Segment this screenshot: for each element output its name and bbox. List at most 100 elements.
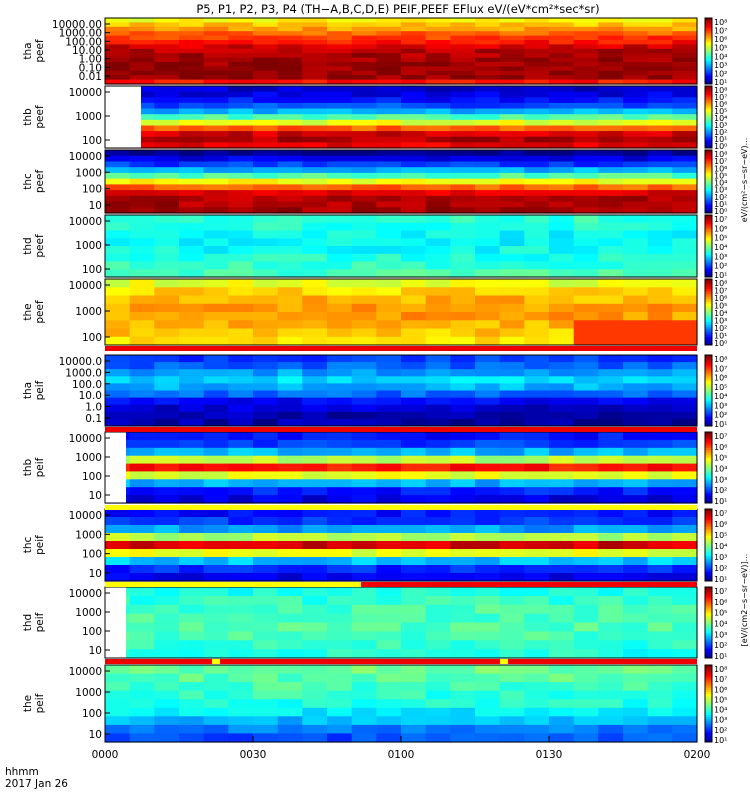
heatmap-cell bbox=[277, 455, 303, 465]
heatmap-cell bbox=[203, 724, 229, 735]
heatmap-cell bbox=[376, 108, 402, 115]
colorbar-swatch bbox=[705, 65, 712, 68]
colorbar-swatch bbox=[705, 601, 712, 604]
heatmap-cell bbox=[475, 62, 501, 67]
heatmap-cell bbox=[376, 455, 402, 465]
colorbar-swatch bbox=[705, 312, 712, 315]
colorbar-swatch bbox=[705, 643, 712, 647]
heatmap-cell bbox=[105, 541, 131, 550]
heatmap-cell bbox=[450, 455, 476, 465]
heatmap-cell bbox=[179, 125, 205, 132]
heatmap-cell bbox=[524, 631, 550, 641]
heatmap-cell bbox=[203, 172, 229, 180]
heatmap-cell bbox=[203, 649, 229, 659]
colorbar-swatch bbox=[705, 381, 712, 384]
heatmap-cell bbox=[672, 336, 698, 346]
heatmap-cell bbox=[376, 66, 402, 72]
heatmap-cell bbox=[450, 631, 476, 641]
heatmap-cell bbox=[105, 565, 131, 574]
colorbar-swatch bbox=[705, 734, 712, 737]
heatmap-cell bbox=[475, 97, 501, 104]
heatmap-cell bbox=[549, 53, 575, 59]
heatmap-cell bbox=[401, 114, 427, 121]
heatmap-cell bbox=[228, 44, 254, 50]
heatmap-cell bbox=[351, 53, 377, 59]
heatmap-cell bbox=[598, 533, 624, 542]
heatmap-cell bbox=[203, 253, 229, 263]
heatmap-cell bbox=[253, 649, 279, 659]
heatmap-cell bbox=[302, 53, 328, 59]
heatmap-cell bbox=[524, 119, 550, 126]
colorbar-swatch bbox=[705, 534, 712, 537]
heatmap-cell bbox=[425, 479, 451, 488]
heatmap-cell bbox=[179, 35, 205, 41]
colorbar-tick: 10¹ bbox=[714, 332, 727, 341]
heatmap-cell bbox=[450, 432, 476, 441]
heatmap-cell bbox=[302, 613, 328, 624]
ytick-label: 10.0 bbox=[79, 390, 102, 402]
heatmap-cell bbox=[672, 303, 698, 313]
heatmap-cell bbox=[450, 517, 476, 526]
heatmap-cell bbox=[475, 57, 501, 63]
heatmap-cell bbox=[598, 238, 624, 247]
heatmap-cell bbox=[179, 48, 205, 54]
colorbar-swatch bbox=[705, 162, 712, 165]
colorbar-swatch bbox=[705, 546, 712, 550]
heatmap-cell bbox=[203, 57, 229, 63]
colorbar-swatch bbox=[705, 26, 712, 29]
heatmap-cell bbox=[327, 22, 353, 28]
heatmap-cell bbox=[573, 44, 599, 50]
heatmap-cell bbox=[154, 303, 180, 313]
heatmap-cell bbox=[647, 369, 673, 377]
heatmap-cell bbox=[129, 418, 155, 427]
heatmap-cell bbox=[672, 131, 698, 138]
heatmap-cell bbox=[302, 75, 328, 81]
heatmap-cell bbox=[475, 31, 501, 37]
colorbar-swatch bbox=[705, 404, 712, 407]
heatmap-cell bbox=[302, 62, 328, 67]
heatmap-cell bbox=[672, 455, 698, 465]
colorbar-swatch bbox=[705, 707, 712, 710]
heatmap-cell bbox=[154, 142, 180, 149]
heatmap-cell bbox=[425, 279, 451, 288]
heatmap-cell bbox=[573, 595, 599, 606]
heatmap-cell bbox=[524, 295, 550, 305]
heatmap-cell bbox=[573, 673, 599, 683]
heatmap-cell bbox=[154, 295, 180, 305]
heatmap-cell bbox=[499, 411, 525, 420]
heatmap-cell bbox=[129, 114, 155, 121]
heatmap-cell bbox=[573, 724, 599, 735]
colorbar-swatch bbox=[705, 19, 712, 22]
heatmap-cell bbox=[277, 287, 303, 297]
heatmap-cell bbox=[203, 184, 229, 191]
heatmap-cell bbox=[179, 369, 205, 377]
heatmap-cell bbox=[277, 57, 303, 63]
heatmap-cell bbox=[376, 102, 402, 110]
heatmap-cell bbox=[475, 455, 501, 465]
colorbar-swatch bbox=[705, 109, 712, 112]
heatmap-cell bbox=[475, 699, 501, 709]
heatmap-cell bbox=[129, 362, 155, 370]
heatmap-cell bbox=[475, 369, 501, 377]
heatmap-cell bbox=[598, 336, 624, 346]
heatmap-cell bbox=[623, 246, 649, 255]
heatmap-cell bbox=[450, 86, 476, 93]
heatmap-cell bbox=[105, 418, 131, 427]
heatmap-cell bbox=[450, 549, 476, 558]
heatmap-cell bbox=[623, 411, 649, 420]
heatmap-cell bbox=[179, 238, 205, 247]
heatmap-cell bbox=[623, 376, 649, 384]
colorbar-tick: 10² bbox=[714, 564, 727, 573]
heatmap-cell bbox=[524, 190, 550, 197]
heatmap-cell bbox=[253, 312, 279, 321]
ytick-label: 100 bbox=[82, 332, 102, 344]
heatmap-cell bbox=[327, 150, 353, 157]
heatmap-cell bbox=[524, 369, 550, 377]
heatmap-cell bbox=[228, 682, 254, 692]
heatmap-cell bbox=[327, 131, 353, 138]
heatmap-cell bbox=[302, 190, 328, 197]
colorbar-swatch bbox=[705, 624, 712, 627]
heatmap-cell bbox=[105, 312, 131, 321]
heatmap-cell bbox=[154, 79, 180, 85]
heatmap-cell bbox=[376, 362, 402, 370]
